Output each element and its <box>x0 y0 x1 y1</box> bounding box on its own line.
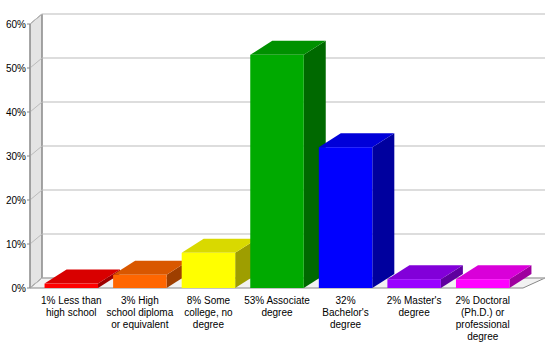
bar <box>113 275 166 288</box>
grid-line <box>30 14 545 24</box>
x-tick-label: 3% High school diploma or equivalent <box>106 295 174 331</box>
bar <box>45 284 98 288</box>
y-tick-label: 40% <box>6 107 26 118</box>
x-tick-label: 1% Less than high school <box>37 295 105 319</box>
bar-group <box>456 265 531 288</box>
x-tick-label: 53% Associate degree <box>243 295 311 319</box>
bar-top <box>45 270 120 284</box>
bar <box>319 147 372 288</box>
y-tick-label: 60% <box>6 19 26 30</box>
y-tick-label: 10% <box>6 239 26 250</box>
x-tick-label: 2% Master's degree <box>380 295 448 319</box>
bars <box>45 41 532 288</box>
y-tick-label: 50% <box>6 63 26 74</box>
bar-top <box>182 239 257 253</box>
y-tick-label: 30% <box>6 151 26 162</box>
bar-group <box>113 261 188 288</box>
bar-group <box>182 239 257 288</box>
bar <box>182 253 235 288</box>
y-tick-label: 20% <box>6 195 26 206</box>
bar-top <box>456 265 531 279</box>
bar-top <box>387 265 462 279</box>
bar-group <box>45 270 120 288</box>
y-axis <box>30 24 31 288</box>
bar-side <box>372 133 394 288</box>
bar-top <box>250 41 325 55</box>
y-tick-label: 0% <box>12 283 27 294</box>
bar <box>250 55 303 288</box>
bar <box>387 279 440 288</box>
x-tick-label: 2% Doctoral (Ph.D.) or professional degr… <box>449 295 517 343</box>
x-tick-label: 32% Bachelor's degree <box>312 295 380 331</box>
bar-group <box>250 41 325 288</box>
bar <box>456 279 509 288</box>
bar-top <box>319 133 394 147</box>
bar-group <box>387 265 462 288</box>
bar-group <box>319 133 394 288</box>
bar-top <box>113 261 188 275</box>
chart-container: 0% 10% 20% 30% 40% 50% 60% 1% Less than high s… <box>0 0 550 350</box>
x-tick-label: 8% Some college, no degree <box>174 295 242 331</box>
